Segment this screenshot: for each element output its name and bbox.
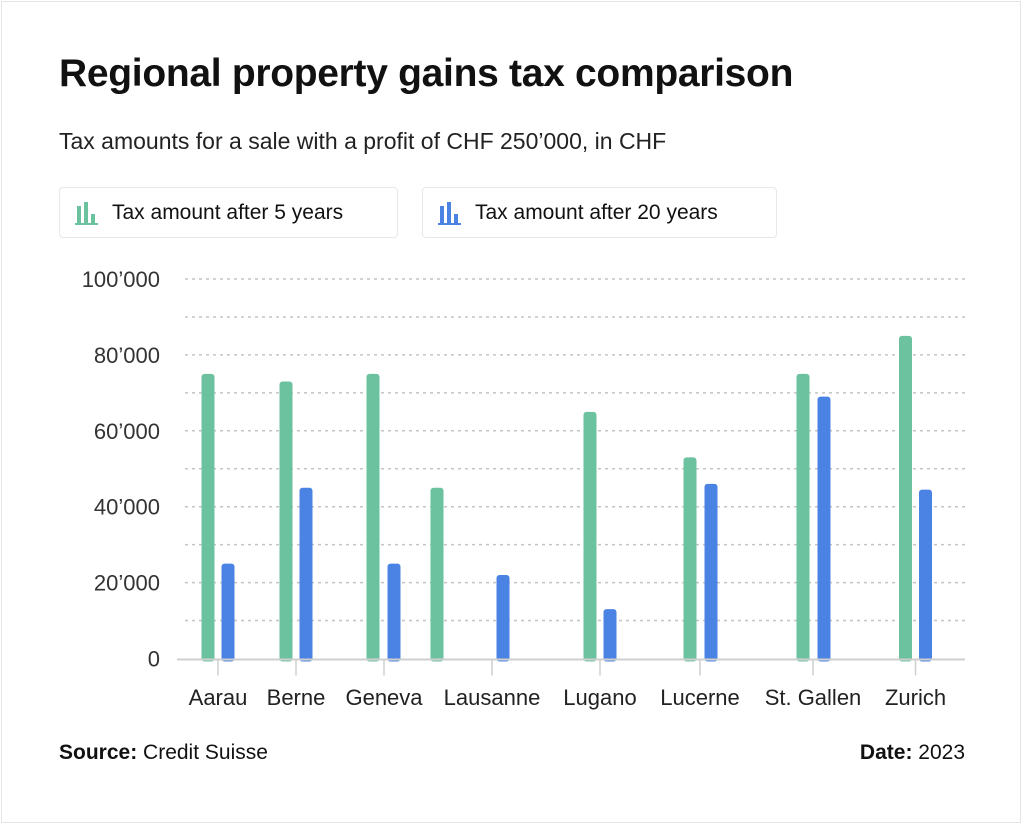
- y-tick-label: 0: [148, 647, 160, 672]
- source-value: Credit Suisse: [143, 741, 268, 764]
- y-tick-label: 20’000: [94, 571, 160, 596]
- bar-5-years: [430, 487, 444, 662]
- y-tick-label: 80’000: [94, 343, 160, 368]
- x-tick-label: Berne: [267, 685, 326, 710]
- bar-20-years: [299, 487, 313, 662]
- x-tick-label: Lucerne: [660, 685, 740, 710]
- bar-5-years: [899, 335, 912, 662]
- x-tick-label: St. Gallen: [765, 685, 862, 710]
- chart-subtitle: Tax amounts for a sale with a profit of …: [59, 128, 667, 154]
- bar-5-years: [796, 373, 810, 662]
- source-note: Source: Credit Suisse: [59, 741, 268, 765]
- date-note: Date: 2023: [860, 741, 965, 765]
- legend-item-20-years[interactable]: Tax amount after 20 years: [422, 187, 777, 238]
- bar-5-years: [201, 373, 215, 662]
- bar-20-years: [221, 563, 235, 662]
- date-value: 2023: [918, 741, 965, 764]
- legend-item-5-years[interactable]: Tax amount after 5 years: [59, 187, 398, 238]
- bar-20-years: [919, 489, 932, 662]
- y-tick-label: 100’000: [82, 267, 160, 292]
- bar-chart-icon: [438, 201, 461, 225]
- x-tick-label: Lugano: [563, 685, 636, 710]
- y-tick-label: 60’000: [94, 419, 160, 444]
- bar-5-years: [583, 411, 597, 662]
- legend-label: Tax amount after 20 years: [475, 200, 718, 224]
- bar-20-years: [704, 483, 718, 662]
- legend-label: Tax amount after 5 years: [112, 200, 344, 224]
- bar-5-years: [279, 381, 293, 662]
- bar-5-years: [683, 457, 697, 662]
- bar-20-years: [603, 609, 617, 662]
- x-tick-label: Aarau: [189, 685, 248, 710]
- bar-20-years: [496, 575, 510, 662]
- chart-title: Regional property gains tax comparison: [59, 52, 794, 95]
- x-tick-label: Zurich: [885, 685, 946, 710]
- bar-20-years: [817, 396, 831, 662]
- date-label: Date:: [859, 741, 913, 764]
- x-tick-label: Geneva: [345, 685, 423, 710]
- x-tick-label: Lausanne: [444, 685, 541, 710]
- bar-chart-icon: [75, 201, 98, 225]
- bar-20-years: [387, 563, 401, 662]
- bar-5-years: [366, 373, 380, 662]
- y-tick-label: 40’000: [94, 495, 160, 520]
- source-label: Source:: [59, 741, 138, 764]
